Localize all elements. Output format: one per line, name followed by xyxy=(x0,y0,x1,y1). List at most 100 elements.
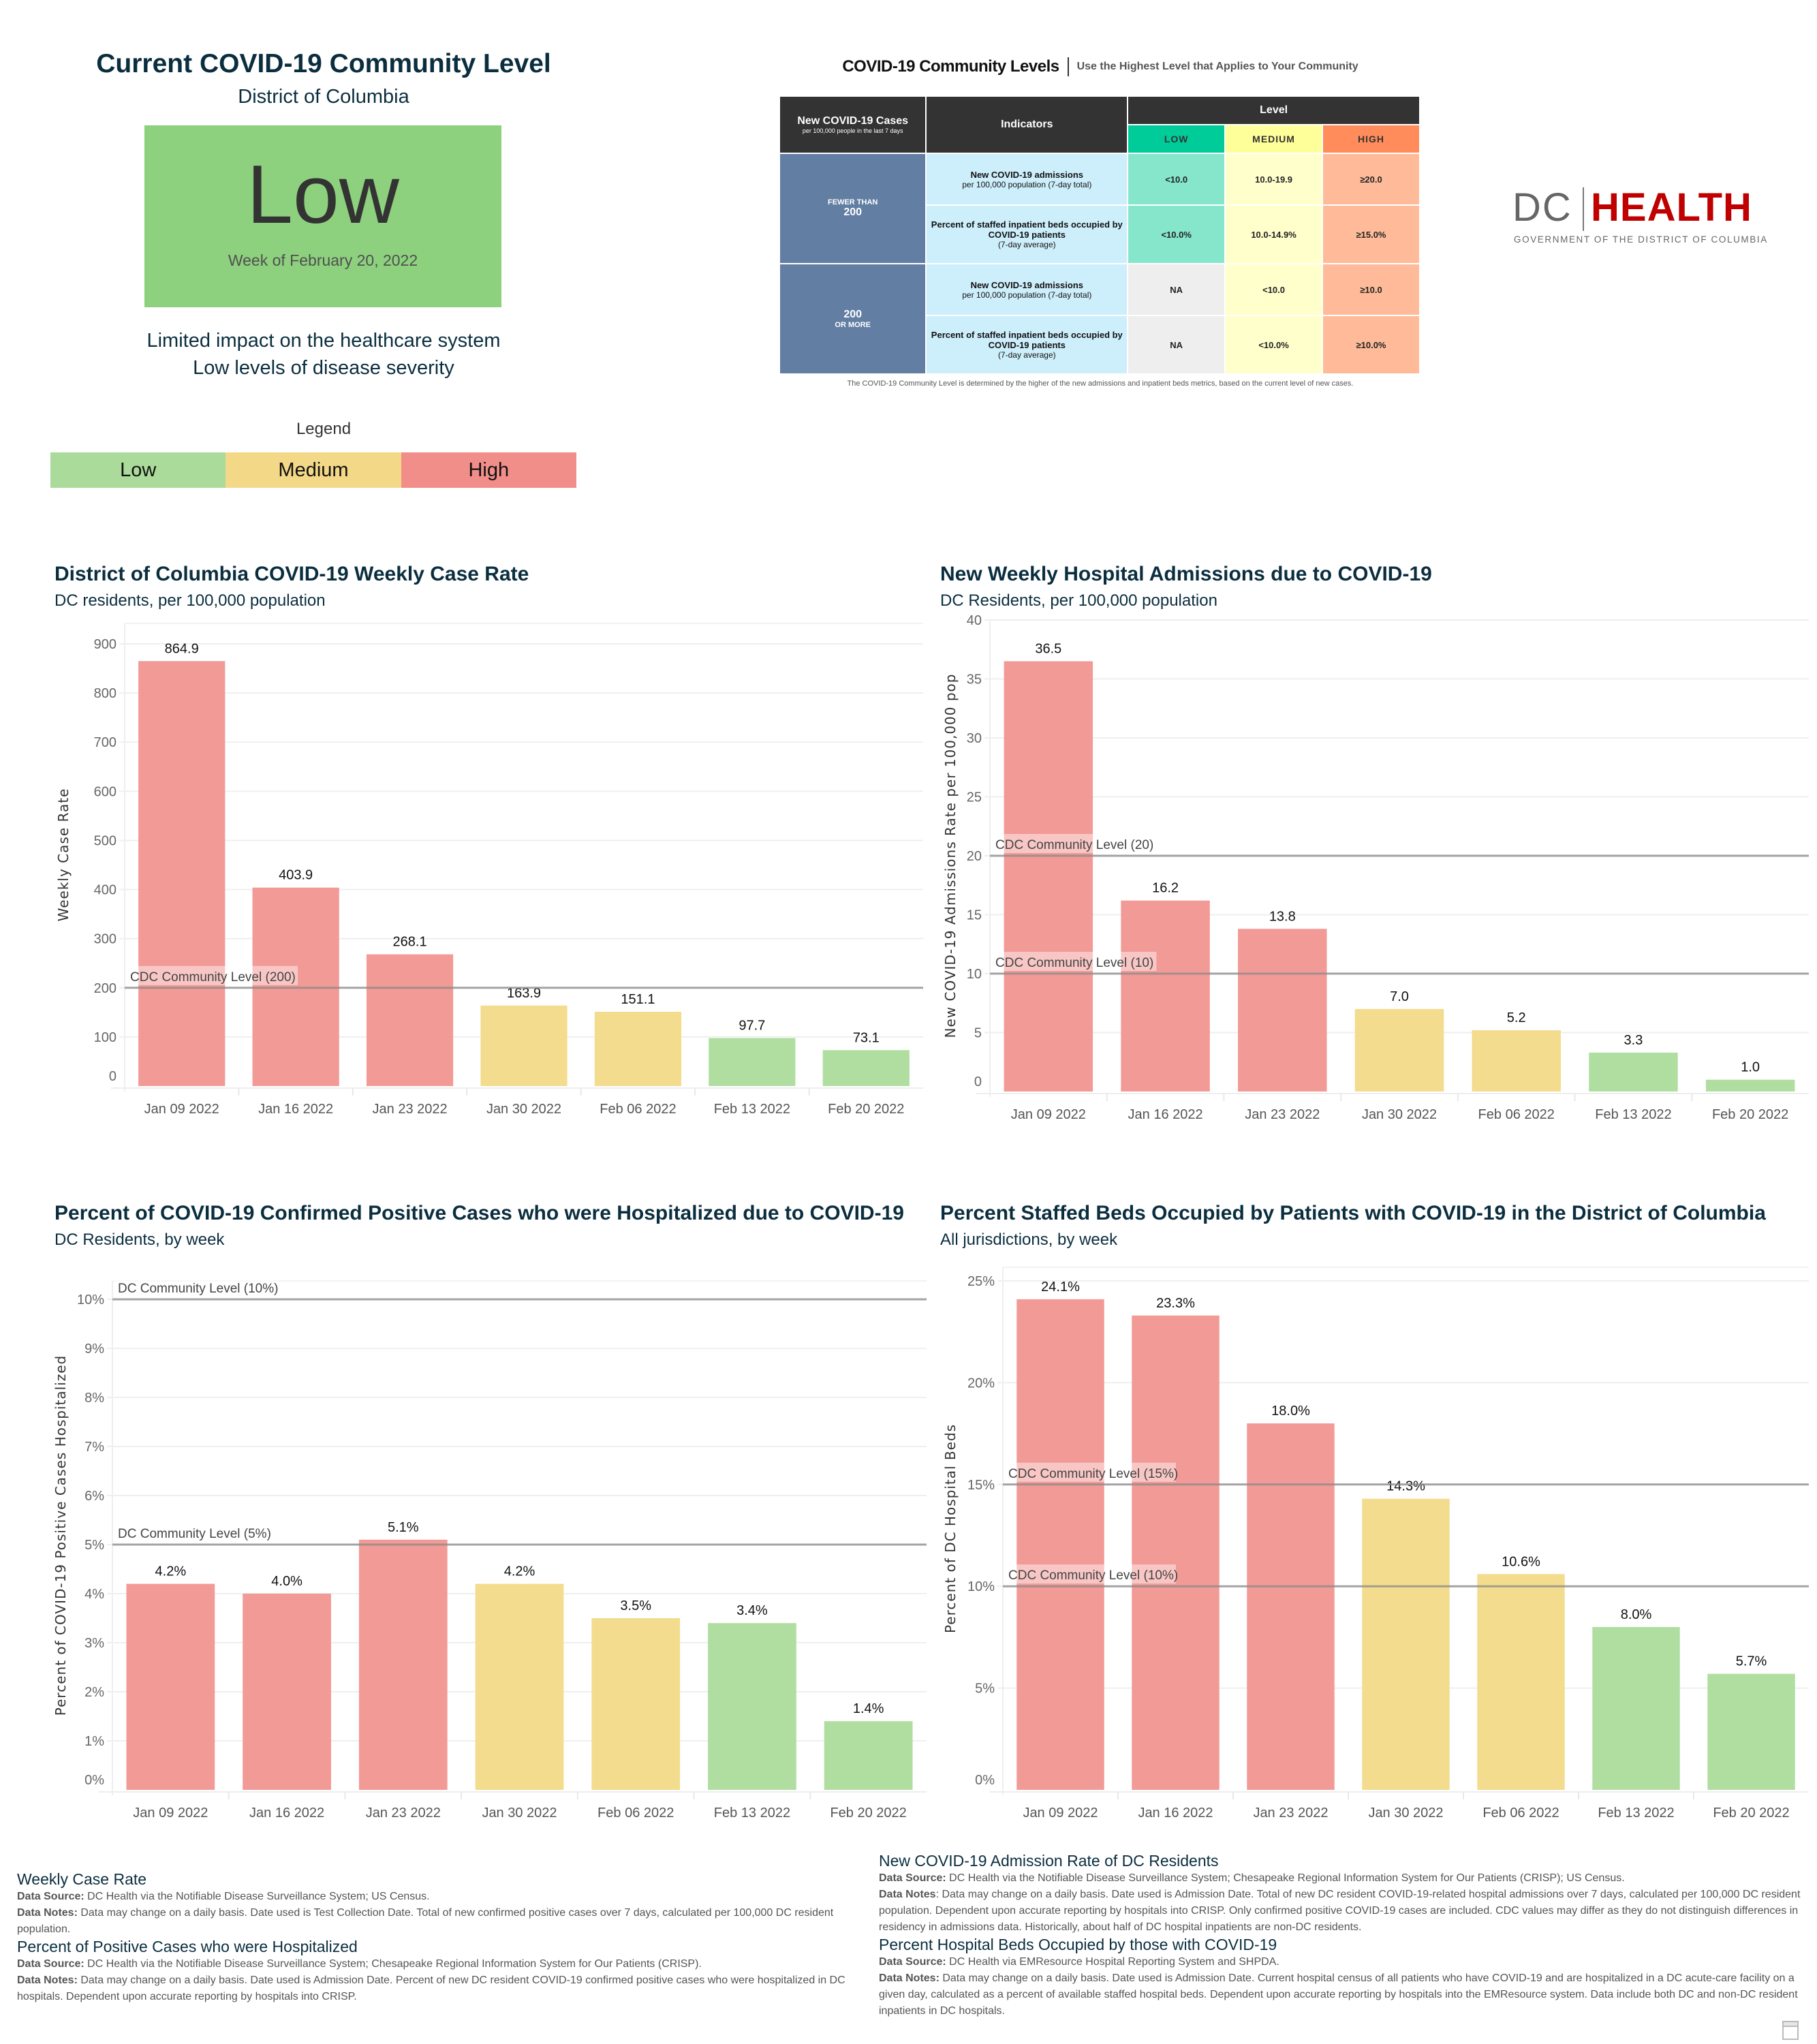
reference-label-background xyxy=(991,834,1157,853)
bar-value-label: 4.2% xyxy=(504,1564,535,1579)
footnote-notes-text: Data may change on a daily basis. Date u… xyxy=(17,1907,834,1935)
bar xyxy=(708,1623,796,1790)
bar xyxy=(1354,1008,1444,1091)
cdc-levels-tagline: Use the Highest Level that Applies to Yo… xyxy=(1076,61,1358,72)
y-axis-title: New COVID-19 Admissions Rate per 100,000… xyxy=(942,674,959,1038)
cdc-levels-header: COVID-19 Community Levels Use the Highes… xyxy=(777,55,1424,79)
logo-divider xyxy=(1583,187,1584,231)
bar xyxy=(1707,1673,1795,1790)
header-new-cases-sub: per 100,000 people in the last 7 days xyxy=(802,127,903,134)
bar xyxy=(594,1012,682,1086)
header-new-cases-label: New COVID-19 Cases xyxy=(797,115,909,127)
current-level-card: Low Week of February 20, 2022 xyxy=(144,125,501,307)
y-axis-title: Weekly Case Rate xyxy=(55,788,72,922)
y-tick-label: 900 xyxy=(94,637,117,652)
legend-item-low: Low xyxy=(50,452,226,488)
bar xyxy=(366,954,454,1086)
indicator-cell: Percent of staffed inpatient beds occupi… xyxy=(927,316,1128,373)
title-divider xyxy=(1067,57,1069,76)
x-tick-label: Feb 20 2022 xyxy=(1712,1107,1788,1122)
value-cell-high: ≥10.0 xyxy=(1323,264,1419,315)
reference-line-label: CDC Community Level (20) xyxy=(995,838,1153,852)
y-tick-label: 2% xyxy=(84,1685,104,1700)
bar-value-label: 5.7% xyxy=(1736,1654,1767,1669)
bar xyxy=(1004,661,1093,1091)
reference-line-label: CDC Community Level (10%) xyxy=(1008,1568,1178,1583)
x-tick-label: Feb 06 2022 xyxy=(600,1102,676,1117)
y-tick-label: 0 xyxy=(109,1069,117,1084)
y-tick-label: 10% xyxy=(77,1292,104,1307)
x-tick-label: Feb 06 2022 xyxy=(597,1806,674,1821)
value-cell-high: ≥15.0% xyxy=(1323,206,1419,263)
value-cell-low: NA xyxy=(1128,264,1225,315)
x-tick-label: Jan 16 2022 xyxy=(249,1806,324,1821)
footnote-source: Data Source: DC Health via the Notifiabl… xyxy=(879,1870,1805,1887)
level-legend: Low Medium High xyxy=(50,452,576,488)
y-tick-label: 6% xyxy=(84,1489,104,1504)
y-tick-label: 200 xyxy=(94,981,117,996)
x-tick-label: Feb 06 2022 xyxy=(1482,1806,1559,1821)
table-row: Percent of staffed inpatient beds occupi… xyxy=(780,316,1419,373)
bar xyxy=(824,1721,913,1790)
bar xyxy=(1121,900,1210,1091)
cases-group-threshold: 200 xyxy=(843,309,863,320)
footnotes-right: New COVID-19 Admission Rate of DC Reside… xyxy=(879,1852,1805,2019)
bar xyxy=(1472,1030,1561,1091)
y-tick-label: 100 xyxy=(94,1030,117,1045)
y-tick-label: 600 xyxy=(94,784,117,799)
bar-value-label: 1.0 xyxy=(1741,1060,1760,1075)
reference-line-label: CDC Community Level (15%) xyxy=(1008,1467,1178,1481)
legend-item-high: High xyxy=(401,452,576,488)
cdc-levels-footnote: The COVID-19 Community Level is determin… xyxy=(847,380,1354,388)
window-icon[interactable] xyxy=(1782,2021,1799,2040)
footnote-title: Weekly Case Rate xyxy=(17,1870,147,1888)
bar-value-label: 10.6% xyxy=(1502,1554,1540,1569)
indicator-cell: New COVID-19 admissions per 100,000 popul… xyxy=(927,154,1128,204)
bar xyxy=(1592,1626,1680,1790)
indicator-name: New COVID-19 admissions xyxy=(970,279,1084,290)
y-tick-label: 15 xyxy=(967,908,982,923)
y-tick-label: 0% xyxy=(84,1773,104,1788)
footnote-notes: Data Notes: Data may change on a daily b… xyxy=(879,1887,1805,1936)
cdc-levels-title: COVID-19 Community Levels xyxy=(842,57,1059,76)
bar-value-label: 4.2% xyxy=(155,1564,187,1579)
level-description-line-1: Limited impact on the healthcare system xyxy=(146,330,501,352)
y-tick-label: 700 xyxy=(94,735,117,750)
reference-label-background xyxy=(114,1523,273,1542)
x-tick-label: Jan 30 2022 xyxy=(1368,1806,1443,1821)
x-tick-label: Feb 20 2022 xyxy=(830,1806,906,1821)
y-tick-label: 20% xyxy=(967,1376,995,1391)
header-level: Level xyxy=(1128,97,1419,124)
value-cell-medium: 10.0-14.9% xyxy=(1226,206,1322,263)
pct-beds-chart-subtitle: All jurisdictions, by week xyxy=(940,1230,1118,1249)
bar-value-label: 5.1% xyxy=(388,1520,419,1535)
reference-line-label: DC Community Level (10%) xyxy=(118,1282,278,1296)
footnote-title: Percent Hospital Beds Occupied by those … xyxy=(879,1936,1277,1953)
y-tick-label: 7% xyxy=(84,1440,104,1455)
current-level-week: Week of February 20, 2022 xyxy=(228,251,418,269)
bar-value-label: 23.3% xyxy=(1156,1296,1195,1311)
bar-value-label: 36.5 xyxy=(1035,642,1061,657)
bar-value-label: 403.9 xyxy=(279,868,313,883)
value-cell-medium: <10.0 xyxy=(1226,264,1322,315)
footnote-notes-text: Data may change on a daily basis. Date u… xyxy=(879,1972,1798,2017)
legend-item-medium: Medium xyxy=(226,452,401,488)
y-tick-label: 4% xyxy=(84,1587,104,1602)
bar-value-label: 14.3% xyxy=(1386,1479,1425,1494)
bar-value-label: 73.1 xyxy=(853,1030,880,1045)
y-tick-label: 25 xyxy=(967,790,982,805)
dc-health-logo: DC HEALTH GOVERNMENT OF THE DISTRICT OF … xyxy=(1512,187,1771,249)
footnote-source-label: Data Source: xyxy=(17,1958,84,1970)
footnote-source-text: DC Health via the Notifiable Disease Sur… xyxy=(84,1891,430,1902)
indicator-detail: per 100,000 population (7-day total) xyxy=(962,179,1092,189)
footnote-source: Data Source: DC Health via EMResource Ho… xyxy=(879,1954,1805,1970)
value-cell-high: ≥10.0% xyxy=(1323,316,1419,373)
bar-value-label: 3.5% xyxy=(620,1598,651,1613)
cases-group-qualifier: OR MORE xyxy=(835,321,871,329)
x-tick-label: Jan 09 2022 xyxy=(144,1102,219,1117)
x-tick-label: Jan 23 2022 xyxy=(373,1102,448,1117)
y-tick-label: 5% xyxy=(975,1682,995,1697)
reference-line-label: CDC Community Level (10) xyxy=(995,956,1153,970)
current-level-value: Low xyxy=(247,148,399,241)
footnote-notes-label: Data Notes: xyxy=(17,1975,78,1986)
